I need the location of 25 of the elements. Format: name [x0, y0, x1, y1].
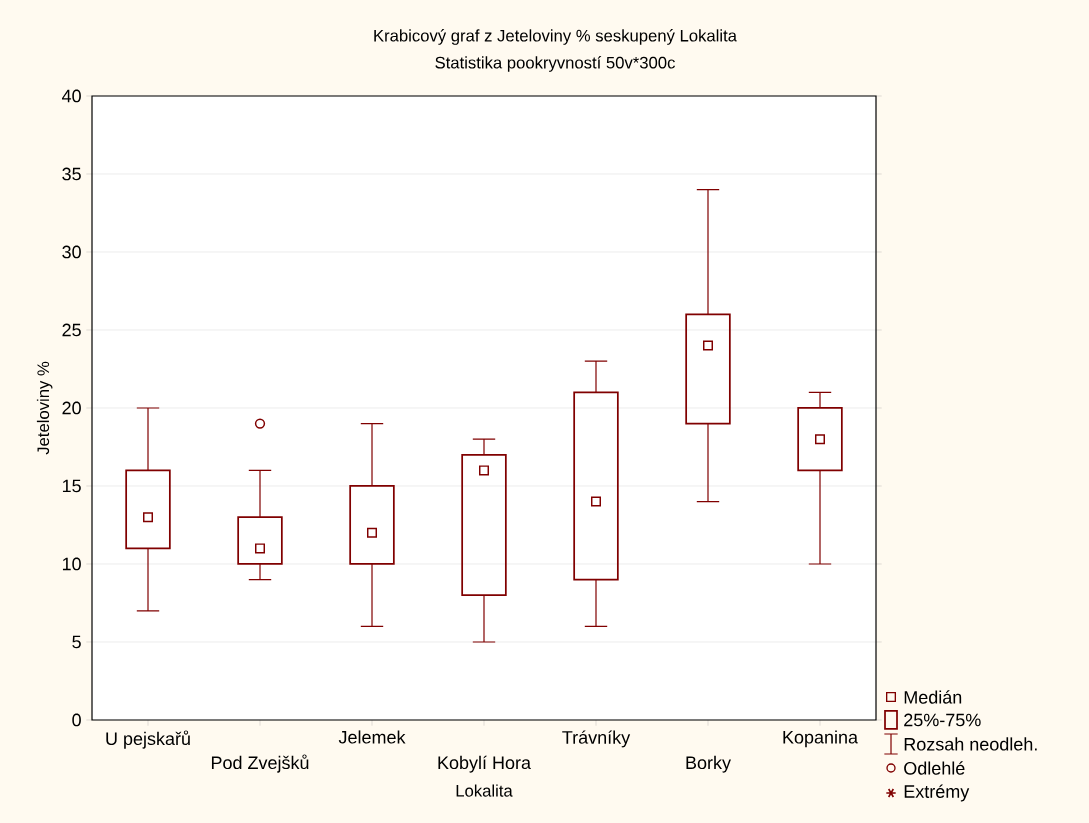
chart-subtitle: Statistika pookryvností 50v*300c — [435, 56, 675, 72]
text: Extrémy — [904, 784, 970, 802]
text: Odlehlé — [904, 761, 965, 775]
y-tick-label: 15 — [62, 479, 81, 493]
y-tick-label: 0 — [72, 713, 81, 727]
y-tick-label: 10 — [62, 557, 81, 571]
x-tick-label: Trávníky — [562, 730, 631, 748]
y-axis-title: Jeteloviny % — [36, 361, 53, 455]
text: 25%-75% — [904, 713, 981, 727]
y-tick-label: 25 — [62, 323, 81, 337]
text: Rozsah neodleh. — [904, 737, 1037, 751]
chart-title: Krabicový graf z Jeteloviny % seskupený Lokalita — [374, 29, 737, 45]
y-tick-label: 30 — [62, 245, 81, 259]
y-tick-label: 20 — [62, 401, 81, 415]
x-tick-label: Kopanina — [783, 730, 859, 748]
x-axis-title: Lokalita — [456, 784, 513, 797]
y-tick-label: 35 — [62, 167, 81, 181]
x-tick-label: Borky — [686, 755, 731, 773]
y-tick-label: 5 — [72, 635, 81, 649]
x-tick-label: Jelemek — [338, 730, 406, 744]
y-tick-label: 40 — [62, 89, 81, 103]
x-tick-label: Kobylí Hora — [438, 755, 531, 773]
x-tick-label: Pod Zvejšků — [211, 754, 309, 773]
x-tick-label: U pejskařů — [106, 730, 190, 749]
text: Medián — [904, 690, 962, 704]
